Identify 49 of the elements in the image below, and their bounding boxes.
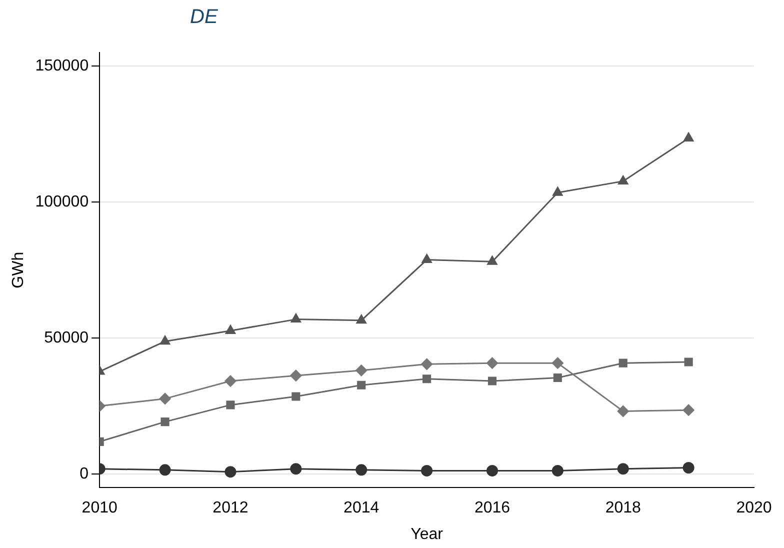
point — [226, 400, 235, 410]
y-tick-label: 50000 — [44, 329, 89, 346]
y-tick-label: 100000 — [35, 194, 89, 211]
point — [160, 418, 170, 426]
point — [618, 358, 628, 368]
point — [682, 404, 694, 416]
point — [618, 175, 628, 184]
point — [421, 358, 433, 370]
point — [159, 464, 171, 476]
point — [683, 132, 694, 142]
point — [486, 357, 498, 369]
point — [290, 314, 301, 323]
point — [356, 464, 368, 476]
point — [356, 364, 368, 376]
point — [617, 463, 629, 475]
point — [160, 336, 170, 345]
point — [422, 374, 432, 384]
chart-title: DE — [190, 6, 218, 29]
point — [225, 324, 236, 334]
point — [159, 392, 171, 404]
point — [356, 314, 366, 324]
y-tick-label: 0 — [80, 465, 89, 482]
point — [421, 464, 433, 476]
y-tick-label: 150000 — [35, 58, 89, 75]
x-axis-title: Year — [410, 526, 444, 543]
x-tick-label: 2018 — [605, 500, 642, 517]
point — [290, 463, 302, 475]
point — [224, 375, 236, 387]
point — [552, 464, 564, 476]
x-tick-label: 2010 — [82, 500, 118, 517]
point — [422, 254, 432, 264]
x-tick-label: 2020 — [736, 500, 772, 517]
point — [552, 357, 564, 369]
point — [290, 370, 302, 382]
point — [487, 256, 498, 265]
x-tick-label: 2016 — [474, 500, 510, 517]
point — [552, 186, 563, 196]
point — [488, 376, 497, 386]
point — [292, 392, 300, 401]
point — [682, 462, 694, 474]
y-axis-title: GWh — [10, 252, 28, 288]
point — [224, 466, 236, 478]
point — [357, 380, 366, 390]
point — [617, 405, 629, 417]
x-tick-label: 2014 — [344, 500, 380, 517]
x-tick-label: 2012 — [212, 500, 248, 517]
point — [553, 373, 562, 382]
point — [684, 358, 693, 366]
point — [486, 464, 498, 476]
